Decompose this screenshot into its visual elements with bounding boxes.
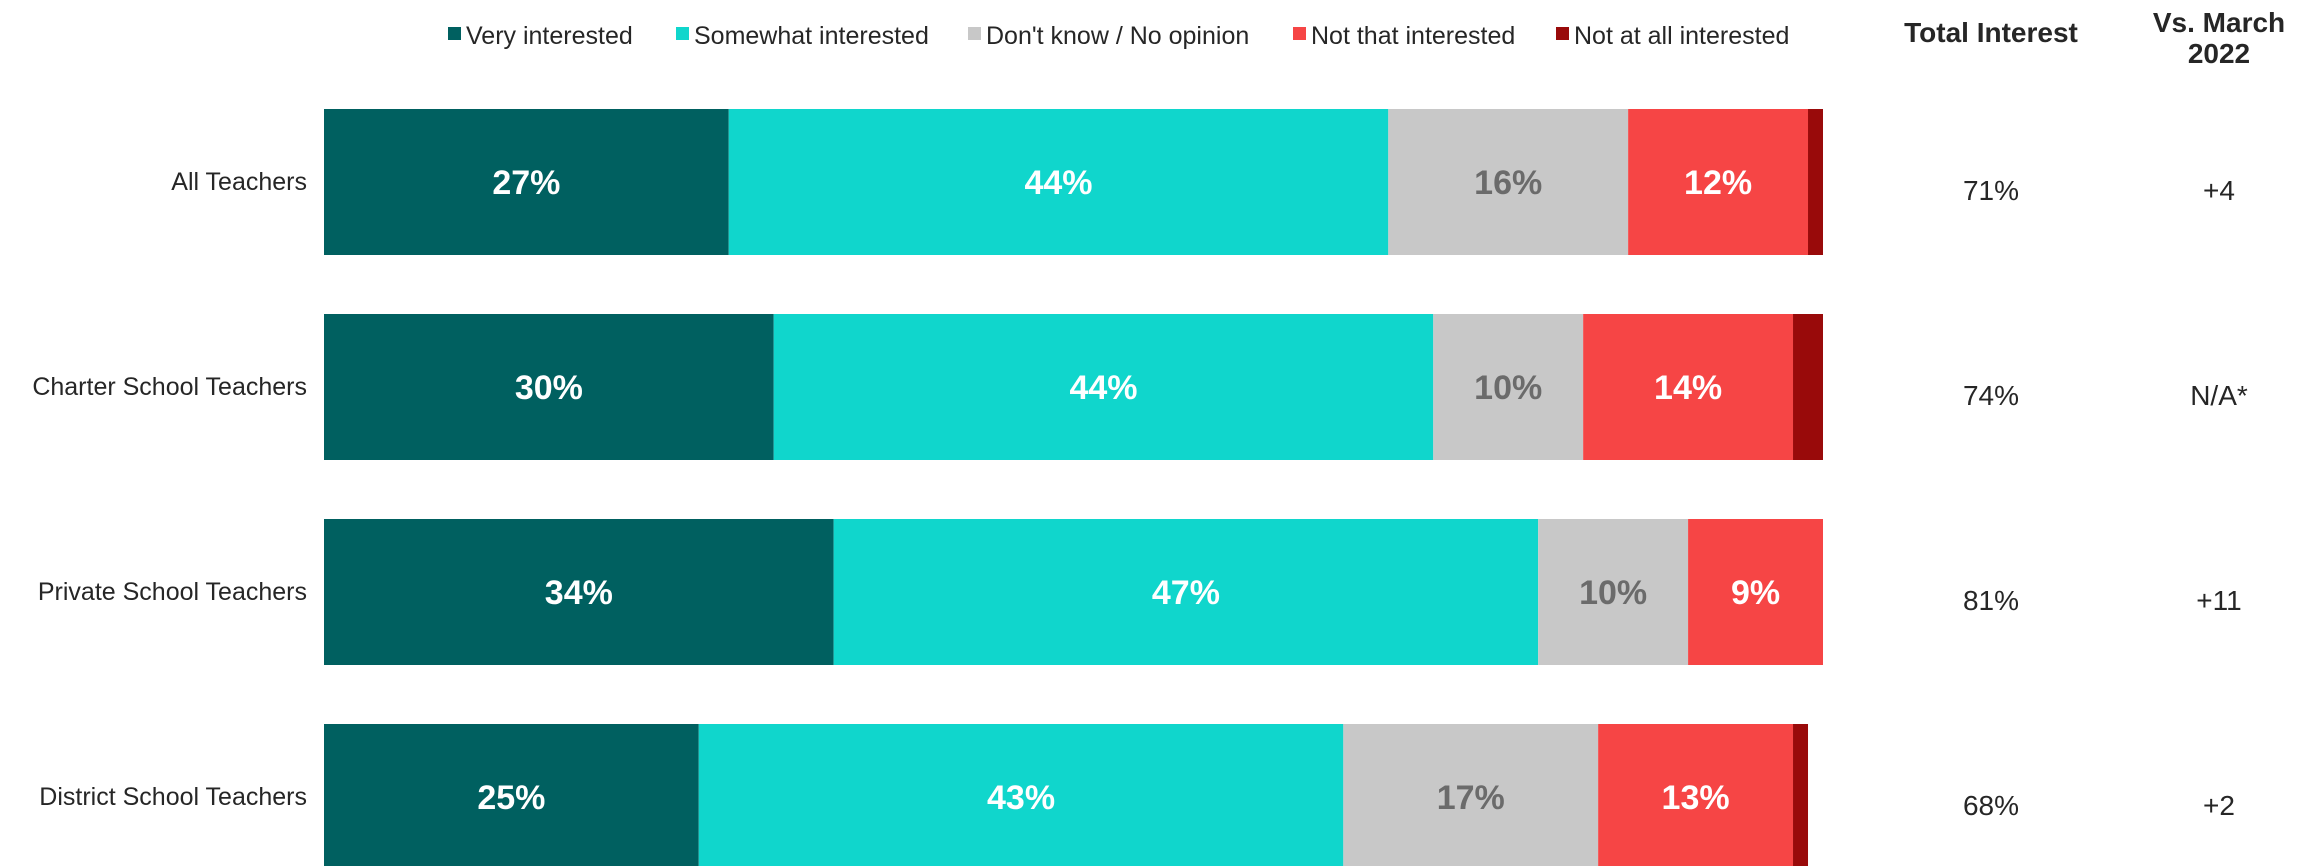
column-value: +2: [2203, 790, 2235, 821]
data-label-very-interested: 34%: [545, 574, 613, 612]
column-value: 81%: [1963, 585, 2019, 616]
bar-segment-not-that-interested: [1628, 109, 1809, 255]
legend-item-very-interested: Very interested: [448, 22, 633, 50]
bar-segment-somewhat-interested: [773, 314, 1434, 460]
bar-segment-don-t-know-no-opinion: [1388, 109, 1629, 255]
data-label-don-t-know-no-opinion: 10%: [1474, 369, 1542, 407]
data-label-not-that-interested: 9%: [1731, 574, 1780, 612]
data-label-not-that-interested: 12%: [1684, 164, 1752, 202]
legend-swatch-somewhat-interested: [676, 27, 689, 40]
column-header-line: 2022: [2188, 38, 2250, 69]
legend-label-don-t-know-no-opinion: Don't know / No opinion: [986, 22, 1249, 50]
column-value: N/A*: [2190, 380, 2248, 411]
column-header: Total Interest: [1904, 17, 2078, 48]
data-label-somewhat-interested: 47%: [1152, 574, 1220, 612]
legend-label-somewhat-interested: Somewhat interested: [694, 22, 929, 50]
bar-row-all-teachers: 27% 44% 16% 12%: [324, 109, 1823, 255]
data-label-don-t-know-no-opinion: 17%: [1437, 779, 1505, 817]
data-label-don-t-know-no-opinion: 10%: [1579, 574, 1647, 612]
data-label-not-that-interested: 14%: [1654, 369, 1722, 407]
data-label-somewhat-interested: 44%: [1024, 164, 1092, 202]
side-column-1: Total Interest 71% 74% 81% 68%: [1904, 17, 2078, 821]
bar-segment-very-interested: [324, 109, 729, 255]
bar-segment-don-t-know-no-opinion: [1343, 724, 1599, 866]
category-label-private-school-teachers: Private School Teachers: [38, 578, 307, 606]
bar-segment-not-that-interested: [1688, 519, 1823, 665]
column-value: 71%: [1963, 175, 2019, 206]
data-label-somewhat-interested: 44%: [1069, 369, 1137, 407]
bar-segment-somewhat-interested: [698, 724, 1344, 866]
legend-swatch-not-at-all-interested: [1556, 27, 1569, 40]
bar-row-private-school-teachers: 34% 47% 10% 9%: [324, 519, 1823, 665]
bar-segment-not-that-interested: [1598, 724, 1794, 866]
column-value: 68%: [1963, 790, 2019, 821]
bars: 27% 44% 16% 12% 30% 44% 10% 14% 34% 47% 10% 9% 25% 43…: [324, 109, 1823, 866]
data-label-very-interested: 30%: [515, 369, 583, 407]
data-label-very-interested: 27%: [492, 164, 560, 202]
data-label-very-interested: 25%: [477, 779, 545, 817]
bar-segment-not-at-all-interested: [1793, 314, 1823, 460]
data-label-don-t-know-no-opinion: 16%: [1474, 164, 1542, 202]
bar-segment-not-at-all-interested: [1793, 724, 1809, 866]
legend-swatch-very-interested: [448, 27, 461, 40]
category-label-all-teachers: All Teachers: [171, 168, 307, 196]
column-header-line: Vs. March: [2153, 7, 2285, 38]
column-value: 74%: [1963, 380, 2019, 411]
bar-segment-very-interested: [324, 314, 774, 460]
category-labels: All Teachers Charter School Teachers Priva…: [32, 168, 307, 811]
bar-segment-not-that-interested: [1583, 314, 1794, 460]
legend-label-not-that-interested: Not that interested: [1311, 22, 1515, 50]
bar-segment-somewhat-interested: [728, 109, 1389, 255]
bar-segment-very-interested: [324, 519, 834, 665]
bar-segment-very-interested: [324, 724, 699, 866]
bar-row-district-school-teachers: 25% 43% 17% 13%: [324, 724, 1809, 866]
category-label-district-school-teachers: District School Teachers: [39, 783, 307, 811]
bar-row-charter-school-teachers: 30% 44% 10% 14%: [324, 314, 1823, 460]
legend-swatch-don-t-know-no-opinion: [968, 27, 981, 40]
category-label-charter-school-teachers: Charter School Teachers: [32, 373, 307, 401]
legend-item-not-at-all-interested: Not at all interested: [1556, 22, 1789, 50]
column-value: +4: [2203, 175, 2235, 206]
legend-label-very-interested: Very interested: [466, 22, 633, 50]
legend-item-somewhat-interested: Somewhat interested: [676, 22, 929, 50]
legend-item-not-that-interested: Not that interested: [1293, 22, 1515, 50]
chart-legend: Very interested Somewhat interested Don't …: [448, 22, 1789, 50]
bar-segment-don-t-know-no-opinion: [1433, 314, 1584, 460]
data-label-not-that-interested: 13%: [1662, 779, 1730, 817]
bar-segment-not-at-all-interested: [1808, 109, 1823, 255]
data-label-somewhat-interested: 43%: [987, 779, 1055, 817]
legend-swatch-not-that-interested: [1293, 27, 1306, 40]
bar-segment-somewhat-interested: [833, 519, 1539, 665]
legend-label-not-at-all-interested: Not at all interested: [1574, 22, 1789, 50]
bar-segment-don-t-know-no-opinion: [1538, 519, 1689, 665]
column-value: +11: [2196, 585, 2241, 616]
legend-item-don-t-know-no-opinion: Don't know / No opinion: [968, 22, 1249, 50]
